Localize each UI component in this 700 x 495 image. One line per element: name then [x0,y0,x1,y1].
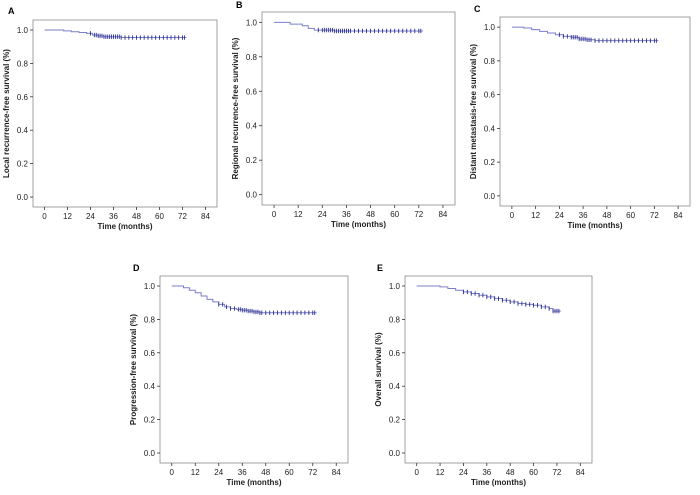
x-tick-label: 60 [626,211,635,220]
x-tick-label: 36 [482,468,491,477]
x-axis-title: Time (months) [568,221,623,230]
x-tick-label: 36 [579,211,588,220]
y-tick-label: 0.4 [389,382,401,391]
x-tick-label: 12 [436,468,445,477]
x-tick-label: 24 [459,468,468,477]
y-tick-label: 0.6 [484,91,496,100]
y-tick-label: 0.2 [17,160,29,169]
plot-frame [32,19,218,208]
y-tick-label: 0.8 [246,53,258,62]
x-tick-label: 84 [438,210,447,219]
x-axis-title: Time (months) [227,478,282,487]
y-tick-label: 0.2 [246,156,258,165]
y-axis-title: Progression-free survival (%) [129,314,138,425]
y-tick-label: 0.8 [144,315,156,324]
x-tick-label: 12 [63,212,72,221]
plot-frame [404,275,593,464]
y-tick-label: 1.0 [17,26,29,35]
panel-C: C 0.0 0.2 0.4 0.6 0.8 1.0 0 12 24 36 48 60 72 84 Time (… [469,4,691,230]
x-tick-label: 72 [308,468,317,477]
x-tick-label: 48 [366,210,375,219]
y-tick-label: 1.0 [246,18,258,27]
y-axis-title: Overall survival (%) [374,332,383,407]
y-tick-label: 0.8 [484,57,496,66]
y-tick-label: 0.4 [484,124,496,133]
x-tick-label: 0 [170,468,175,477]
y-tick-label: 0.0 [144,449,156,458]
x-tick-label: 24 [318,210,327,219]
x-tick-label: 48 [602,211,611,220]
y-tick-label: 0.6 [144,349,156,358]
y-tick-label: 0.4 [246,122,258,131]
y-tick-label: 1.0 [389,282,401,291]
x-axis-title: Time (months) [471,478,526,487]
x-tick-label: 48 [261,468,270,477]
x-tick-label: 84 [201,212,210,221]
x-tick-label: 24 [214,468,223,477]
panel-D: D 0.0 0.2 0.4 0.6 0.8 1.0 0 12 24 36 48 60 72 84 Time (… [129,263,349,487]
panel-letter: B [236,0,243,10]
x-axis-title: Time (months) [331,220,386,229]
x-tick-label: 36 [109,212,118,221]
km-curve [171,285,317,314]
x-tick-label: 0 [42,212,47,221]
panel-letter: A [8,6,15,16]
panel-E: E 0.0 0.2 0.4 0.6 0.8 1.0 0 12 24 36 48 60 72 84 Time (… [374,263,593,487]
y-tick-label: 0.0 [389,449,401,458]
y-tick-label: 1.0 [484,23,496,32]
y-tick-label: 0.4 [144,382,156,391]
x-tick-label: 24 [86,212,95,221]
panel-letter: C [474,4,481,14]
x-tick-label: 72 [552,468,561,477]
x-tick-label: 60 [285,468,294,477]
panel-A: A 0.0 0.2 0.4 0.6 0.8 1.0 0 12 24 36 48 60 72 84 Time (… [2,6,218,231]
x-tick-label: 12 [294,210,303,219]
y-tick-label: 1.0 [144,282,156,291]
x-axis-title: Time (months) [98,222,153,231]
x-tick-label: 60 [390,210,399,219]
x-tick-label: 84 [332,468,341,477]
y-tick-label: 0.4 [17,126,29,135]
y-tick-label: 0.6 [389,349,401,358]
km-curve [416,285,561,312]
x-tick-label: 72 [178,212,187,221]
x-tick-label: 84 [674,211,683,220]
y-tick-label: 0.6 [17,93,29,102]
y-tick-label: 0.6 [246,87,258,96]
km-curve [44,29,187,39]
y-tick-label: 0.2 [144,416,156,425]
plot-frame [159,275,349,464]
y-tick-label: 0.0 [17,193,29,202]
x-tick-label: 84 [576,468,585,477]
x-tick-label: 60 [529,468,538,477]
x-tick-label: 48 [132,212,141,221]
y-tick-label: 0.8 [17,59,29,68]
y-tick-label: 0.0 [246,191,258,200]
x-tick-label: 24 [555,211,564,220]
y-tick-label: 0.0 [484,192,496,201]
x-tick-label: 0 [272,210,277,219]
x-tick-label: 60 [155,212,164,221]
y-axis-title: Regional recurrence-free survival (%) [231,37,240,179]
x-tick-label: 72 [414,210,423,219]
y-tick-label: 0.2 [484,158,496,167]
x-tick-label: 48 [506,468,515,477]
y-tick-label: 0.2 [389,416,401,425]
panel-letter: D [133,263,140,273]
x-tick-label: 36 [238,468,247,477]
y-axis-title: Local recurrence-free survival (%) [2,49,11,178]
x-tick-label: 72 [650,211,659,220]
panel-B: B 0.0 0.2 0.4 0.6 0.8 1.0 0 12 24 36 48 60 72 84 Time (… [231,0,456,229]
x-tick-label: 12 [531,211,540,220]
panel-letter: E [377,263,383,273]
plot-frame [499,16,691,207]
x-tick-label: 0 [414,468,419,477]
x-tick-label: 36 [342,210,351,219]
plot-frame [261,11,456,206]
y-tick-label: 0.8 [389,315,401,324]
x-tick-label: 12 [191,468,200,477]
y-axis-title: Distant metastasis-free survival (%) [469,44,478,180]
x-tick-label: 0 [510,211,515,220]
